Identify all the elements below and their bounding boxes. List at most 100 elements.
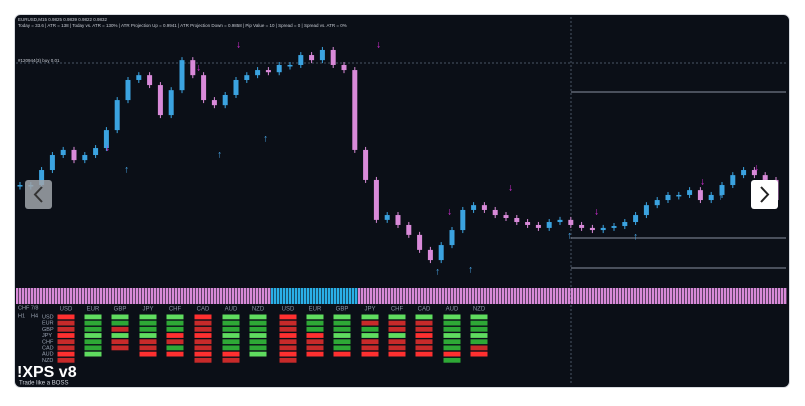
strength-cell bbox=[470, 345, 488, 351]
strength-cell bbox=[249, 314, 267, 320]
trend-cell bbox=[574, 288, 577, 304]
trend-cell bbox=[127, 288, 130, 304]
order-label: #120944(3) buy 0.01 bbox=[18, 58, 60, 63]
next-button-bg[interactable] bbox=[751, 180, 778, 209]
trend-cell bbox=[514, 288, 517, 304]
trend-cell bbox=[469, 288, 472, 304]
strength-cell bbox=[166, 345, 184, 351]
trend-cell bbox=[658, 288, 661, 304]
column-label: JPY bbox=[142, 307, 153, 313]
strength-cell bbox=[470, 314, 488, 320]
trend-cell bbox=[220, 288, 223, 304]
trend-cell bbox=[781, 288, 784, 304]
strength-cell bbox=[306, 326, 324, 332]
trend-cell bbox=[247, 288, 250, 304]
candle bbox=[471, 205, 477, 210]
trend-cell bbox=[484, 288, 487, 304]
trend-cell bbox=[151, 288, 154, 304]
prev-button-bg[interactable] bbox=[25, 180, 52, 209]
trend-cell bbox=[130, 288, 133, 304]
strength-cell bbox=[166, 320, 184, 326]
strength-cell bbox=[194, 314, 212, 320]
candle bbox=[589, 227, 595, 231]
trend-cell bbox=[385, 288, 388, 304]
trend-cell bbox=[331, 288, 334, 304]
candle bbox=[39, 170, 45, 186]
row-label: GBP bbox=[42, 327, 54, 333]
trend-cell bbox=[712, 288, 715, 304]
trend-cell bbox=[736, 288, 739, 304]
candle bbox=[287, 64, 293, 67]
trend-cell bbox=[259, 288, 262, 304]
trend-cell bbox=[142, 288, 145, 304]
trend-cell bbox=[301, 288, 304, 304]
next-button[interactable] bbox=[751, 180, 778, 209]
prev-icon[interactable] bbox=[33, 186, 43, 203]
trend-cell bbox=[73, 288, 76, 304]
trend-cell bbox=[292, 288, 295, 304]
strength-cell bbox=[84, 345, 102, 351]
candle bbox=[60, 149, 66, 156]
trend-cell bbox=[730, 288, 733, 304]
trend-cell bbox=[580, 288, 583, 304]
trend-cell bbox=[532, 288, 535, 304]
row-label: AUD bbox=[42, 352, 54, 358]
sell-arrow: ↓ bbox=[447, 207, 452, 218]
trend-cell bbox=[487, 288, 490, 304]
prev-button[interactable] bbox=[25, 180, 52, 209]
trend-cell bbox=[685, 288, 688, 304]
column-label: CAD bbox=[418, 307, 431, 313]
trend-cell bbox=[652, 288, 655, 304]
trend-cell bbox=[277, 288, 280, 304]
trend-cell bbox=[769, 288, 772, 304]
strength-cell bbox=[222, 345, 240, 351]
strength-cell bbox=[84, 333, 102, 338]
trend-cell bbox=[643, 288, 646, 304]
candle bbox=[417, 234, 423, 250]
row-label: EUR bbox=[42, 321, 54, 327]
candle bbox=[309, 55, 315, 61]
trend-cell bbox=[721, 288, 724, 304]
trend-bar bbox=[16, 288, 787, 304]
trend-cell bbox=[634, 288, 637, 304]
strength-cell bbox=[361, 314, 379, 320]
trend-cell bbox=[235, 288, 238, 304]
trend-cell bbox=[694, 288, 697, 304]
trend-cell bbox=[439, 288, 442, 304]
strength-cell bbox=[443, 320, 461, 326]
candle bbox=[384, 215, 390, 220]
next-icon[interactable] bbox=[760, 186, 770, 203]
trend-cell bbox=[616, 288, 619, 304]
candle bbox=[438, 245, 444, 261]
strength-cell bbox=[388, 345, 406, 351]
trend-cell bbox=[391, 288, 394, 304]
candle bbox=[492, 209, 498, 216]
trend-cell bbox=[148, 288, 151, 304]
candle bbox=[363, 149, 369, 180]
trend-cell bbox=[238, 288, 241, 304]
candle bbox=[633, 215, 639, 223]
trend-cell bbox=[403, 288, 406, 304]
strength-cell bbox=[111, 326, 129, 332]
buy-arrow: ↑ bbox=[718, 192, 723, 203]
trend-cell bbox=[178, 288, 181, 304]
trend-cell bbox=[667, 288, 670, 304]
buy-arrow: ↑ bbox=[633, 232, 638, 243]
trend-cell bbox=[433, 288, 436, 304]
trend-cell bbox=[598, 288, 601, 304]
trend-cell bbox=[208, 288, 211, 304]
strength-cell bbox=[111, 314, 129, 320]
strength-cell bbox=[57, 357, 75, 363]
trend-cell bbox=[76, 288, 79, 304]
trend-cell bbox=[379, 288, 382, 304]
trend-cell bbox=[691, 288, 694, 304]
trend-cell bbox=[28, 288, 31, 304]
strength-cell bbox=[166, 339, 184, 345]
candle bbox=[222, 94, 228, 106]
strength-cell bbox=[57, 314, 75, 320]
trend-cell bbox=[358, 288, 361, 304]
strength-cell bbox=[194, 357, 212, 363]
candle bbox=[276, 64, 282, 73]
logo-tagline: Trade like a BOSS bbox=[19, 381, 68, 387]
